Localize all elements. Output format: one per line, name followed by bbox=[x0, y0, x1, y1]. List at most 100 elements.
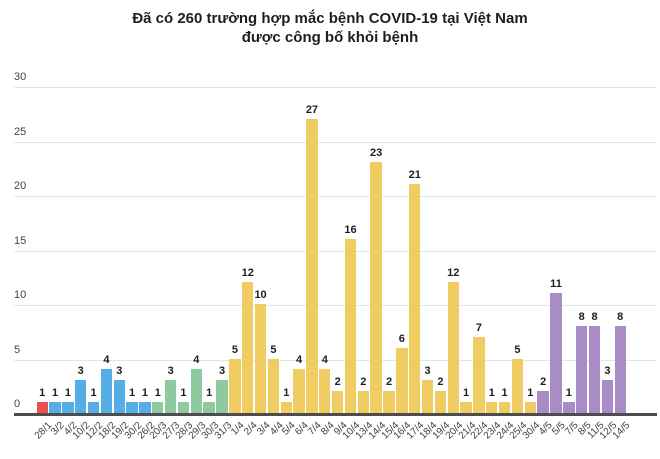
bar bbox=[524, 402, 536, 413]
bar bbox=[75, 380, 87, 413]
bar-value-label: 2 bbox=[360, 376, 367, 389]
bar-value-label: 1 bbox=[206, 387, 213, 400]
bar bbox=[473, 336, 485, 413]
bar-value-label: 11 bbox=[550, 278, 562, 291]
bar-value-label: 2 bbox=[540, 376, 547, 389]
bar-value-label: 1 bbox=[488, 387, 495, 400]
chart-title-line1: Đã có 260 trường hợp mắc bệnh COVID-19 t… bbox=[132, 10, 528, 27]
bar-value-label: 1 bbox=[283, 387, 290, 400]
bar-value-label: 7 bbox=[475, 321, 482, 334]
bar bbox=[126, 402, 138, 413]
y-axis-tick-label: 15 bbox=[14, 234, 27, 247]
bar-value-label: 1 bbox=[463, 387, 470, 400]
bar-value-label: 3 bbox=[77, 365, 84, 378]
bar-value-label: 3 bbox=[218, 365, 226, 378]
bar bbox=[550, 293, 562, 413]
bar bbox=[486, 402, 498, 413]
bar-value-label: 4 bbox=[193, 354, 200, 367]
bar bbox=[357, 391, 370, 413]
bar bbox=[280, 402, 292, 413]
bar-value-label: 21 bbox=[408, 169, 421, 182]
bar bbox=[421, 380, 434, 413]
bar bbox=[511, 358, 524, 413]
bar-value-label: 1 bbox=[51, 387, 59, 400]
bar bbox=[62, 402, 74, 413]
bar-value-label: 2 bbox=[334, 376, 341, 389]
bar-value-label: 5 bbox=[231, 343, 238, 356]
bar-value-label: 8 bbox=[578, 310, 585, 323]
bar bbox=[177, 402, 190, 413]
bar-value-label: 3 bbox=[167, 365, 174, 378]
bar bbox=[460, 402, 472, 413]
bar bbox=[242, 282, 254, 413]
bar bbox=[267, 358, 280, 413]
bar-value-label: 3 bbox=[604, 365, 611, 378]
chart-title-line2: được công bố khỏi bệnh bbox=[241, 29, 419, 46]
x-axis-baseline bbox=[14, 413, 657, 416]
y-axis-tick-label: 30 bbox=[14, 71, 27, 83]
bar bbox=[588, 325, 601, 413]
bar-value-label: 4 bbox=[103, 354, 110, 367]
bar-value-label: 1 bbox=[501, 387, 508, 400]
y-axis-tick-label: 0 bbox=[14, 398, 21, 410]
gridline bbox=[14, 305, 656, 306]
bar bbox=[36, 402, 48, 413]
bar-value-label: 1 bbox=[39, 387, 46, 400]
bar bbox=[254, 304, 267, 413]
bar bbox=[49, 402, 61, 413]
bar-value-label: 1 bbox=[565, 387, 572, 400]
bar bbox=[190, 369, 203, 413]
bar-value-label: 10 bbox=[254, 289, 267, 301]
bar-value-label: 1 bbox=[90, 387, 97, 400]
bar-value-label: 1 bbox=[141, 387, 149, 400]
bar-value-label: 2 bbox=[437, 376, 444, 389]
bar bbox=[331, 391, 344, 413]
y-axis-tick-label: 5 bbox=[14, 343, 21, 356]
gridline bbox=[14, 250, 656, 252]
bar bbox=[409, 184, 421, 413]
bar-value-label: 8 bbox=[617, 310, 624, 323]
bar bbox=[229, 358, 241, 413]
bar-value-label: 4 bbox=[321, 354, 328, 367]
bar bbox=[601, 380, 614, 413]
bar-value-label: 1 bbox=[527, 387, 534, 400]
bar-value-label: 4 bbox=[296, 354, 303, 367]
bar-value-label: 27 bbox=[305, 103, 319, 116]
bar-value-label: 16 bbox=[344, 223, 357, 236]
bar bbox=[434, 391, 447, 413]
bar-value-label: 1 bbox=[129, 387, 136, 400]
bar bbox=[306, 118, 318, 413]
bar-value-label: 5 bbox=[270, 343, 277, 356]
bar-value-label: 1 bbox=[154, 387, 161, 400]
bar bbox=[498, 402, 511, 413]
bar bbox=[344, 238, 357, 413]
bar-value-label: 5 bbox=[514, 343, 521, 356]
bar bbox=[447, 282, 459, 413]
bar bbox=[203, 402, 215, 413]
bar bbox=[537, 391, 549, 413]
bar-value-label: 3 bbox=[424, 365, 431, 378]
bar bbox=[164, 380, 177, 413]
bar bbox=[100, 369, 113, 413]
bar bbox=[396, 347, 408, 413]
gridline bbox=[14, 196, 656, 197]
bar-value-label: 23 bbox=[370, 147, 383, 160]
bar bbox=[87, 402, 100, 413]
bar bbox=[614, 325, 626, 413]
bar-value-label: 8 bbox=[591, 310, 598, 323]
y-axis-tick-label: 20 bbox=[14, 180, 27, 192]
bar bbox=[152, 402, 164, 413]
gridline bbox=[14, 141, 656, 143]
y-axis-tick-label: 25 bbox=[14, 125, 27, 138]
bar-value-label: 6 bbox=[398, 332, 405, 345]
bar bbox=[319, 369, 331, 413]
bar-value-label: 1 bbox=[180, 387, 187, 400]
bar bbox=[216, 380, 228, 413]
bar bbox=[563, 402, 575, 413]
bar-value-label: 2 bbox=[385, 376, 393, 389]
bar-value-label: 12 bbox=[241, 267, 254, 280]
bar bbox=[293, 369, 305, 413]
bar bbox=[113, 380, 125, 413]
